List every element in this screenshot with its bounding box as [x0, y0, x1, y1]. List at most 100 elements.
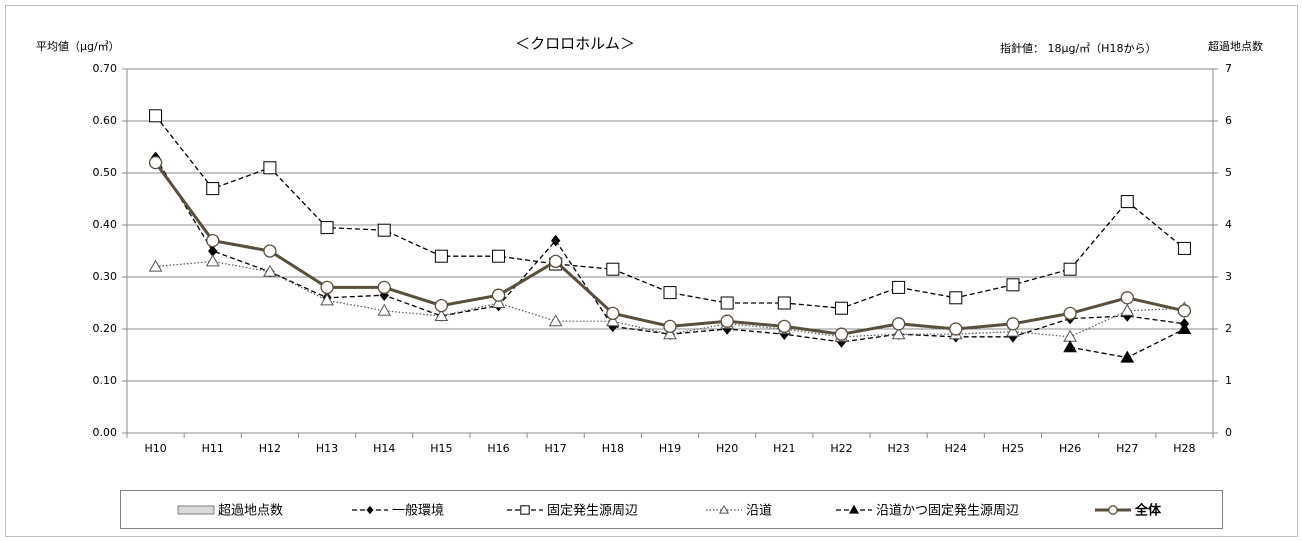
- x-tick-label: H19: [659, 442, 681, 455]
- x-tick-label: H15: [430, 442, 452, 455]
- y2-tick-label: 5: [1225, 166, 1232, 179]
- marker: [320, 221, 334, 235]
- legend-swatch: [177, 505, 215, 515]
- x-tick-label: H16: [487, 442, 509, 455]
- marker: [1006, 278, 1020, 292]
- legend-label: 超過地点数: [218, 504, 283, 519]
- y-tick-label: 0.50: [93, 166, 118, 179]
- chart-frame: [5, 5, 1298, 537]
- y-tick-label: 0.70: [93, 62, 118, 75]
- marker: [1006, 317, 1020, 331]
- x-tick-label: H21: [773, 442, 795, 455]
- x-tick-label: H28: [1173, 442, 1195, 455]
- marker: [606, 262, 620, 276]
- marker: [1006, 324, 1020, 337]
- x-tick-label: H10: [144, 442, 166, 455]
- marker: [320, 280, 334, 295]
- y-tick-label: 0.00: [93, 426, 118, 439]
- y2-tick-label: 1: [1225, 374, 1232, 387]
- marker: [949, 291, 963, 305]
- marker: [377, 280, 391, 295]
- y2-tick-label: 7: [1225, 62, 1232, 75]
- marker: [1120, 303, 1135, 316]
- y-tick-label: 0.60: [93, 114, 118, 127]
- x-tick-label: H17: [545, 442, 567, 455]
- x-tick-label: H18: [602, 442, 624, 455]
- marker: [1063, 262, 1077, 276]
- marker: [1177, 321, 1192, 334]
- y2-tick-label: 4: [1225, 218, 1232, 231]
- marker: [663, 327, 677, 340]
- y-tick-label: 0.30: [93, 270, 118, 283]
- marker: [606, 306, 620, 321]
- chart-title: ＜クロロホルム＞: [515, 35, 635, 53]
- legend-label: 全体: [1134, 503, 1162, 519]
- marker: [891, 317, 906, 331]
- marker: [491, 288, 506, 302]
- marker: [834, 327, 849, 341]
- marker: [1120, 291, 1134, 305]
- marker: [834, 301, 848, 315]
- marker: [149, 109, 163, 123]
- x-tick-label: H23: [887, 442, 909, 455]
- legend-label: 沿道かつ固定発生源周辺: [876, 504, 1019, 519]
- x-tick-label: H12: [259, 442, 281, 455]
- marker: [1063, 306, 1077, 321]
- legend-marker: [1108, 505, 1118, 515]
- marker: [148, 259, 163, 272]
- y-tick-label: 0.20: [93, 322, 118, 335]
- y2-tick-label: 0: [1225, 426, 1232, 439]
- x-tick-label: H26: [1059, 442, 1081, 455]
- marker: [263, 244, 277, 258]
- marker: [492, 249, 506, 263]
- marker: [720, 314, 734, 328]
- marker: [205, 254, 220, 267]
- marker: [1120, 195, 1134, 209]
- marker: [777, 296, 791, 310]
- y2-axis-label: 超過地点数: [1208, 39, 1263, 53]
- marker: [434, 249, 448, 263]
- y2-tick-label: 6: [1225, 114, 1232, 127]
- x-tick-label: H11: [202, 442, 224, 455]
- marker: [263, 161, 277, 175]
- marker: [548, 314, 563, 327]
- marker: [148, 155, 163, 170]
- annotation: 指針値： 18μg/㎥（H18から）: [1000, 41, 1156, 55]
- marker: [891, 327, 906, 340]
- marker: [434, 308, 449, 321]
- marker: [1177, 241, 1191, 255]
- marker: [320, 293, 334, 306]
- legend-marker: [520, 505, 530, 515]
- legend-label: 一般環境: [392, 503, 444, 519]
- marker: [206, 182, 220, 196]
- x-tick-label: H24: [945, 442, 967, 455]
- marker: [892, 280, 906, 294]
- marker: [1120, 350, 1135, 363]
- marker: [777, 319, 791, 334]
- legend-marker: [718, 504, 730, 514]
- x-tick-label: H14: [373, 442, 395, 455]
- legend-marker: [848, 504, 860, 514]
- marker: [206, 233, 220, 248]
- marker: [1063, 340, 1077, 353]
- y2-tick-label: 2: [1225, 322, 1232, 335]
- y-axis-label: 平均値（μg/㎥）: [36, 40, 120, 53]
- legend-label: 沿道: [746, 504, 772, 519]
- marker: [491, 295, 506, 308]
- x-tick-label: H20: [716, 442, 738, 455]
- legend-label: 固定発生源周辺: [547, 504, 638, 519]
- y-tick-label: 0.10: [93, 374, 118, 387]
- marker: [551, 234, 561, 247]
- marker: [549, 254, 563, 269]
- marker: [377, 223, 391, 237]
- marker: [663, 286, 677, 300]
- marker: [720, 296, 734, 310]
- legend-box: [120, 490, 1223, 529]
- marker: [434, 298, 449, 313]
- marker: [949, 322, 963, 336]
- x-tick-label: H25: [1002, 442, 1024, 455]
- y-tick-label: 0.40: [93, 218, 118, 231]
- marker: [263, 264, 277, 277]
